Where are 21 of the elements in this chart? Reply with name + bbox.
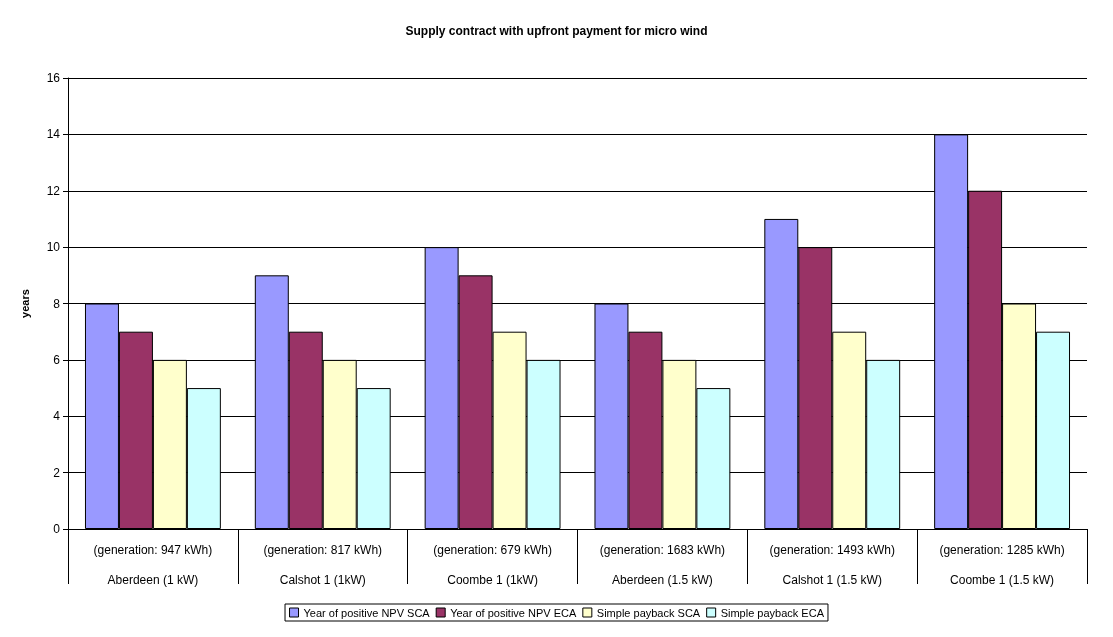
y-tick-label: 2 bbox=[53, 465, 61, 480]
y-tick-label: 6 bbox=[53, 352, 61, 367]
y-tick-label: 0 bbox=[53, 522, 61, 536]
legend-label: Simple payback SCA bbox=[596, 606, 701, 619]
y-tick-label: 10 bbox=[46, 240, 61, 255]
category-label: (generation: 1683 kWh) Aberdeen (1.5 kW) bbox=[599, 543, 726, 587]
legend-label: Year of positive NPV ECA bbox=[450, 606, 577, 619]
chart-title: Supply contract with upfront payment for micro wind bbox=[405, 24, 708, 38]
legend-label: Year of positive NPV SCA bbox=[303, 606, 431, 619]
category-label: (generation: 679 kWh) Coombe 1 (1kW) bbox=[433, 543, 552, 587]
y-tick-label: 12 bbox=[46, 183, 61, 198]
category-label: (generation: 817 kWh) Calshot 1 (1kW) bbox=[263, 543, 383, 587]
y-tick-label: 4 bbox=[53, 409, 61, 424]
y-tick-label: 16 bbox=[46, 71, 61, 85]
y-tick-label: 8 bbox=[53, 296, 61, 311]
category-label: (generation: 1493 kWh) Calshot 1 (1.5 kW) bbox=[769, 543, 895, 587]
category-label: (generation: 1285 kWh) Coombe 1 (1.5 kW) bbox=[939, 543, 1065, 587]
legend-label: Simple payback ECA bbox=[720, 606, 825, 619]
y-axis-title: years bbox=[18, 289, 31, 318]
category-label: (generation: 947 kWh) Aberdeen (1 kW) bbox=[93, 543, 213, 587]
y-tick-label: 14 bbox=[46, 127, 61, 142]
